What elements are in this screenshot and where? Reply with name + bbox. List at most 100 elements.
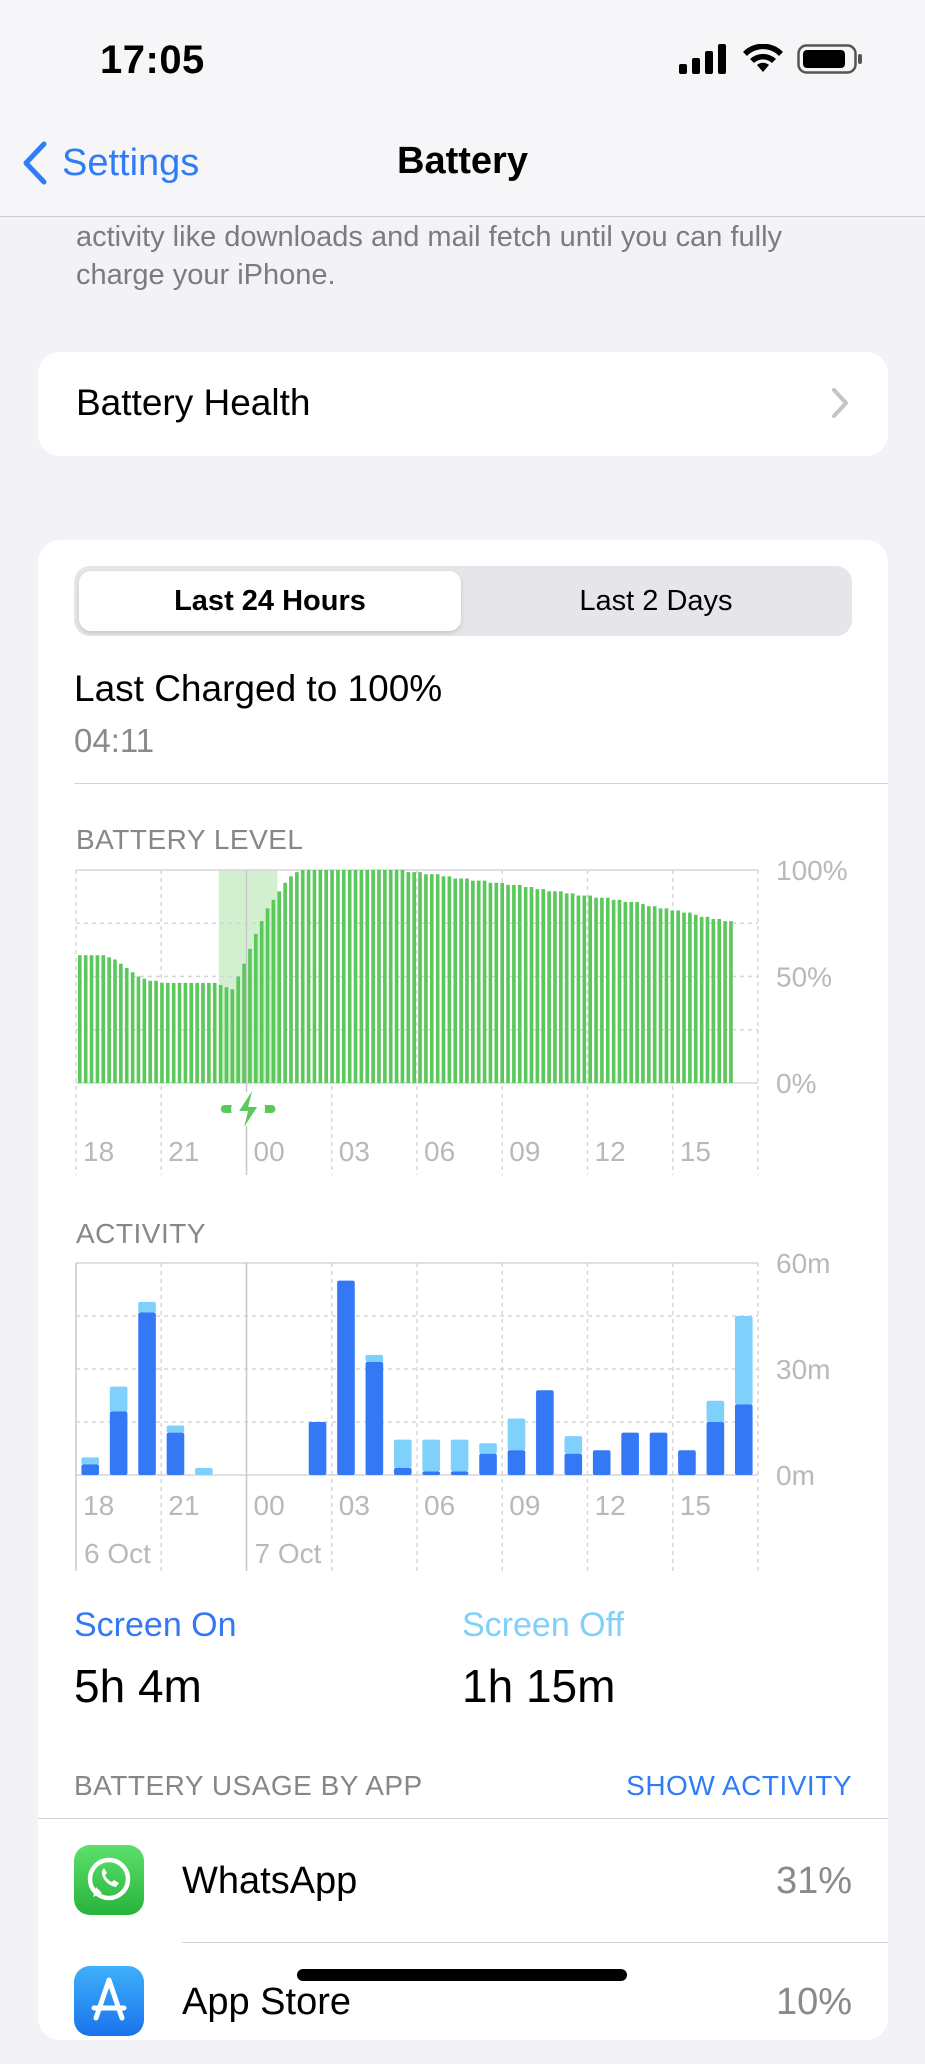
screen-on-bar <box>536 1390 554 1475</box>
cellular-signal-icon <box>679 44 726 74</box>
battery-bar <box>641 904 645 1083</box>
battery-bar <box>523 887 528 1083</box>
battery-bar <box>605 897 610 1083</box>
battery-bar <box>218 985 223 1083</box>
battery-bar <box>594 897 598 1083</box>
battery-bar <box>177 982 182 1083</box>
battery-bar <box>670 910 675 1083</box>
battery-bar <box>78 955 82 1083</box>
screen-off-bar <box>195 1467 213 1475</box>
screen-off-bar <box>507 1418 526 1451</box>
page-title: Battery <box>397 140 528 182</box>
battery-bar <box>717 918 722 1083</box>
divider <box>74 783 888 784</box>
app-name: WhatsApp <box>182 1860 358 1902</box>
battery-bar <box>617 899 622 1083</box>
battery-bar <box>277 891 282 1083</box>
battery-bar <box>629 901 634 1083</box>
y-tick-label: 100% <box>776 855 848 886</box>
app-row-app-store[interactable]: App Store 10% <box>38 1944 888 2064</box>
battery-health-label: Battery Health <box>76 382 311 423</box>
battery-bar <box>559 891 563 1083</box>
battery-bar <box>130 972 135 1083</box>
screen-off-bar <box>450 1439 469 1472</box>
y-tick-label: 60m <box>776 1248 830 1279</box>
screen-off-value: 1h 15m <box>462 1660 616 1712</box>
battery-bar <box>201 982 205 1083</box>
usage-header: BATTERY USAGE BY APP <box>74 1770 423 1801</box>
battery-bar <box>429 874 434 1083</box>
screen-on-bar <box>166 1432 185 1475</box>
y-tick-label: 50% <box>776 962 832 993</box>
battery-bar <box>265 908 270 1083</box>
battery-bar <box>471 880 475 1083</box>
x-tick-label: 15 <box>680 1136 711 1167</box>
battery-bar <box>435 874 440 1083</box>
battery-bar <box>295 872 299 1083</box>
screen-on-bar <box>109 1411 128 1475</box>
last-charged-title: Last Charged to 100% <box>74 668 443 709</box>
x-tick-label: 15 <box>680 1490 711 1521</box>
battery-bar <box>183 982 188 1083</box>
battery-bar <box>512 884 516 1083</box>
whatsapp-icon <box>74 1845 144 1915</box>
time-range-control: Last 24 Hours Last 2 Days <box>74 566 852 636</box>
battery-bar <box>553 891 557 1083</box>
screen-on-bar <box>422 1471 441 1475</box>
back-button[interactable]: Settings <box>20 140 199 186</box>
show-activity-button[interactable]: SHOW ACTIVITY <box>626 1770 852 1801</box>
battery-bar <box>506 884 510 1083</box>
battery-bar <box>113 959 117 1083</box>
battery-bar <box>165 982 170 1083</box>
battery-bar <box>347 870 352 1083</box>
battery-icon <box>797 44 862 74</box>
screen-on-bar <box>507 1450 526 1475</box>
app-store-icon <box>74 1966 144 2036</box>
back-label: Settings <box>62 141 200 184</box>
app-row-whatsapp[interactable]: WhatsApp 31% <box>38 1820 888 1940</box>
charging-bolt-icon <box>239 1091 258 1127</box>
battery-health-row[interactable]: Battery Health <box>38 352 888 456</box>
battery-bar <box>482 880 487 1083</box>
battery-bar <box>699 916 704 1083</box>
x-tick-label: 09 <box>509 1490 540 1521</box>
screen-off-bar <box>479 1443 497 1454</box>
screen-on-bar <box>592 1450 611 1475</box>
battery-bar <box>688 912 692 1083</box>
y-tick-label: 0m <box>776 1460 815 1491</box>
battery-bar <box>424 874 428 1083</box>
battery-bar <box>418 872 422 1083</box>
screen-on-bar <box>365 1361 384 1475</box>
battery-bar <box>529 887 534 1083</box>
status-bar: 17:05 <box>0 0 925 120</box>
battery-bar <box>248 948 252 1083</box>
screen-on-bar <box>564 1453 583 1475</box>
battery-bar <box>600 897 604 1083</box>
tab-last-2-days[interactable]: Last 2 Days <box>579 584 733 617</box>
screen-off-legend: Screen Off 1h 15m <box>462 1606 624 1713</box>
screen-off-bar <box>422 1439 441 1472</box>
battery-bar <box>576 895 581 1083</box>
screen-off-bar <box>564 1436 583 1454</box>
screen-on-value: 5h 4m <box>74 1660 202 1712</box>
wifi-icon <box>743 44 783 72</box>
app-name: App Store <box>182 1981 351 2023</box>
last-charged-time: 04:11 <box>74 722 155 759</box>
screen-off-bar <box>706 1400 725 1422</box>
screen-on-legend: Screen On 5h 4m <box>74 1606 237 1713</box>
battery-bar <box>447 876 452 1083</box>
tab-last-24-hours[interactable]: Last 24 Hours <box>79 571 461 631</box>
battery-bar <box>383 870 387 1083</box>
screen-off-bar <box>81 1457 100 1465</box>
battery-bar <box>353 870 358 1083</box>
battery-bar <box>541 889 546 1083</box>
screen-on-bar <box>479 1453 497 1475</box>
battery-bar <box>224 987 229 1083</box>
screen-on-bar <box>734 1404 753 1475</box>
battery-bar <box>400 870 405 1083</box>
battery-bar <box>359 870 364 1083</box>
screen-on-bar <box>706 1422 725 1475</box>
battery-bar <box>729 921 733 1083</box>
screen-on-bar <box>81 1464 100 1475</box>
x-tick-label: 00 <box>254 1490 285 1521</box>
